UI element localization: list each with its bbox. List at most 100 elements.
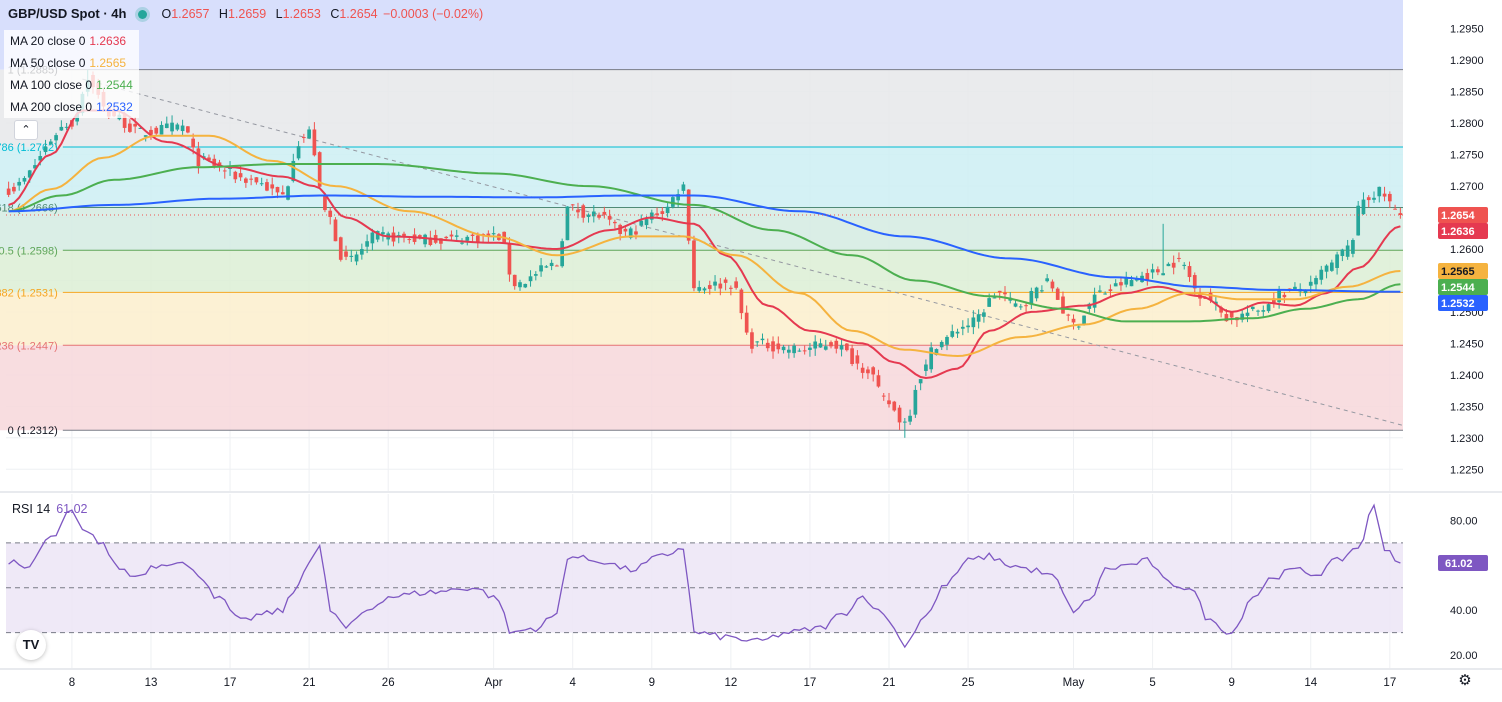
candle[interactable] bbox=[581, 203, 586, 223]
candle[interactable] bbox=[686, 189, 691, 245]
candle[interactable] bbox=[1187, 261, 1192, 282]
candle[interactable] bbox=[1071, 314, 1076, 330]
ma-200-legend[interactable]: MA 200 close 0 1.2532 bbox=[4, 96, 139, 118]
candle[interactable] bbox=[312, 122, 317, 157]
candle[interactable] bbox=[222, 168, 227, 179]
candle[interactable] bbox=[228, 161, 232, 176]
candle[interactable] bbox=[518, 279, 522, 291]
candle[interactable] bbox=[1382, 186, 1387, 202]
candle[interactable] bbox=[507, 237, 512, 282]
candle[interactable] bbox=[1356, 200, 1361, 236]
candle[interactable] bbox=[1108, 284, 1113, 297]
candle[interactable] bbox=[881, 393, 886, 401]
candle[interactable] bbox=[164, 116, 169, 129]
candle[interactable] bbox=[1066, 313, 1071, 322]
candle[interactable] bbox=[1166, 262, 1171, 267]
candle[interactable] bbox=[186, 126, 190, 134]
candle[interactable] bbox=[1250, 306, 1255, 312]
candle[interactable] bbox=[1098, 285, 1102, 293]
symbol-title[interactable]: GBP/USD Spot · 4h bbox=[8, 6, 127, 21]
candle[interactable] bbox=[133, 117, 138, 134]
candle[interactable] bbox=[344, 245, 348, 261]
candle[interactable] bbox=[908, 409, 912, 425]
candle[interactable] bbox=[1361, 192, 1366, 215]
candle[interactable] bbox=[449, 230, 454, 241]
candle[interactable] bbox=[871, 366, 876, 382]
ma-20-line[interactable] bbox=[8, 109, 1401, 380]
candle[interactable] bbox=[839, 339, 844, 357]
candle[interactable] bbox=[1040, 285, 1044, 293]
candle[interactable] bbox=[802, 345, 807, 355]
candle[interactable] bbox=[465, 235, 470, 246]
ma-200-line[interactable] bbox=[8, 194, 1401, 293]
candle[interactable] bbox=[1050, 279, 1055, 292]
candle[interactable] bbox=[233, 170, 238, 184]
candle[interactable] bbox=[866, 366, 870, 380]
candle[interactable] bbox=[280, 185, 285, 195]
candle[interactable] bbox=[844, 343, 849, 352]
ma-20-legend[interactable]: MA 20 close 0 1.2636 bbox=[4, 30, 139, 52]
ma-50-legend[interactable]: MA 50 close 0 1.2565 bbox=[4, 52, 139, 74]
candle[interactable] bbox=[523, 283, 528, 289]
candle[interactable] bbox=[1013, 300, 1018, 308]
candle[interactable] bbox=[333, 217, 338, 242]
candle[interactable] bbox=[22, 176, 27, 185]
candle[interactable] bbox=[982, 309, 986, 323]
candle[interactable] bbox=[528, 270, 533, 287]
candle[interactable] bbox=[180, 119, 185, 137]
candle[interactable] bbox=[1119, 277, 1123, 291]
candle[interactable] bbox=[739, 288, 744, 320]
candle[interactable] bbox=[381, 226, 385, 242]
candle[interactable] bbox=[454, 229, 459, 242]
candle[interactable] bbox=[860, 363, 865, 379]
candle[interactable] bbox=[565, 206, 570, 241]
candle[interactable] bbox=[1377, 186, 1382, 203]
candle[interactable] bbox=[913, 385, 918, 418]
candle[interactable] bbox=[771, 336, 775, 359]
candle[interactable] bbox=[1076, 325, 1081, 330]
candle[interactable] bbox=[1398, 207, 1403, 219]
candle[interactable] bbox=[1113, 279, 1118, 287]
candle[interactable] bbox=[1340, 248, 1345, 262]
candle[interactable] bbox=[713, 275, 717, 291]
candle[interactable] bbox=[196, 141, 201, 174]
candle[interactable] bbox=[375, 230, 380, 243]
candle[interactable] bbox=[1240, 309, 1245, 323]
candle[interactable] bbox=[792, 343, 796, 358]
candle[interactable] bbox=[549, 259, 554, 271]
candle[interactable] bbox=[1161, 223, 1165, 276]
candle[interactable] bbox=[354, 251, 359, 266]
candle[interactable] bbox=[765, 338, 770, 352]
candle[interactable] bbox=[544, 265, 549, 269]
candle[interactable] bbox=[1366, 195, 1371, 208]
candle[interactable] bbox=[1345, 239, 1350, 260]
candle[interactable] bbox=[681, 181, 686, 194]
candle[interactable] bbox=[823, 339, 828, 351]
candle[interactable] bbox=[1029, 287, 1034, 309]
candle[interactable] bbox=[655, 207, 659, 218]
candle[interactable] bbox=[512, 274, 517, 290]
candle[interactable] bbox=[1103, 291, 1107, 295]
collapse-legend-button[interactable]: ⌃ bbox=[14, 120, 38, 140]
ma-legend[interactable]: MA 20 close 0 1.2636 MA 50 close 0 1.2565 … bbox=[4, 30, 139, 118]
candle[interactable] bbox=[997, 290, 1002, 300]
candle[interactable] bbox=[976, 309, 981, 329]
candle[interactable] bbox=[1393, 204, 1397, 210]
candle[interactable] bbox=[59, 120, 64, 131]
candle[interactable] bbox=[797, 348, 802, 352]
candle[interactable] bbox=[576, 202, 580, 219]
candle[interactable] bbox=[1282, 292, 1287, 304]
candle[interactable] bbox=[744, 305, 749, 335]
candle[interactable] bbox=[270, 177, 275, 196]
candle[interactable] bbox=[365, 234, 369, 254]
symbol-legend[interactable]: GBP/USD Spot · 4h O1.2657 H1.2659 L1.2653… bbox=[8, 6, 485, 21]
candle[interactable] bbox=[1055, 287, 1060, 300]
candle[interactable] bbox=[955, 328, 960, 338]
candle[interactable] bbox=[370, 228, 375, 251]
candle[interactable] bbox=[12, 182, 16, 194]
candle[interactable] bbox=[259, 177, 264, 187]
candle[interactable] bbox=[491, 226, 496, 241]
trend-line[interactable] bbox=[82, 78, 1422, 431]
candle[interactable] bbox=[1372, 191, 1376, 203]
candle[interactable] bbox=[718, 278, 723, 296]
